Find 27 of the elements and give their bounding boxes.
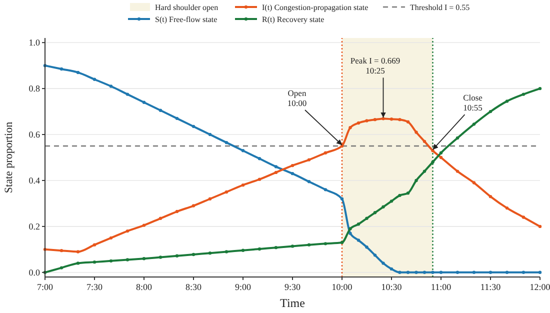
y-axis-title: State proportion [3, 121, 15, 194]
x-tick-label: 9:30 [284, 282, 301, 292]
y-tick-label: 0.8 [28, 84, 40, 94]
x-tick-label: 10:00 [332, 282, 353, 292]
legend-label: I(t) Congestion-propagation state [262, 2, 369, 12]
annotation: Close 10:55 [463, 92, 483, 113]
x-tick-label: 7:00 [36, 282, 54, 292]
y-tick-label: 0.2 [28, 222, 40, 232]
y-tick-label: 0.4 [28, 176, 40, 186]
x-tick-label: 11:30 [480, 282, 502, 292]
x-tick-label: 11:00 [430, 282, 452, 292]
legend-label: Hard shoulder open [155, 2, 218, 12]
y-tick-label: 1.0 [28, 38, 40, 48]
legend-label: S(t) Free-flow state [155, 14, 218, 24]
annotation: Open 10:00 [287, 88, 307, 108]
x-tick-label: 10:30 [381, 282, 402, 292]
x-tick-label: 9:00 [234, 282, 252, 292]
legend-label: Threshold I = 0.55 [410, 2, 470, 12]
y-tick-label: 0.6 [28, 130, 40, 140]
x-axis-title: Time [280, 296, 305, 310]
annotation: Peak I = 0.669 10:25 [350, 56, 400, 76]
x-tick-label: 7:30 [86, 282, 103, 292]
x-tick-label: 12:00 [530, 282, 550, 292]
x-tick-label: 8:00 [136, 282, 152, 292]
y-tick-label: 0.0 [28, 268, 40, 278]
legend-label: R(t) Recovery state [262, 14, 325, 24]
x-tick-label: 8:30 [185, 282, 202, 292]
